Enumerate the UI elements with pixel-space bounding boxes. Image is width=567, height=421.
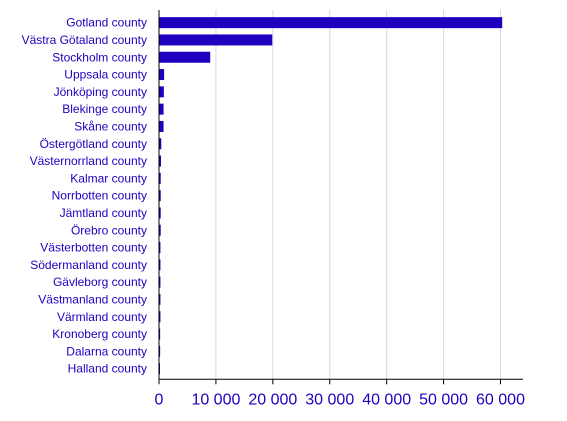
category-label-17: Värmland county — [57, 310, 147, 324]
category-label-8: Västernorrland county — [30, 154, 147, 168]
bars — [159, 17, 503, 375]
bar-12 — [159, 224, 161, 236]
bar-11 — [159, 207, 161, 219]
x-tick-label-1: 10 000 — [191, 391, 240, 408]
x-tick-label-3: 30 000 — [305, 391, 354, 408]
x-tick-labels: 0 10 000 20 000 30 000 40 000 50 000 60 000 — [155, 391, 526, 408]
category-label-10: Norrbotten county — [52, 189, 147, 203]
category-label-5: Blekinge county — [62, 102, 147, 116]
bar-8 — [159, 155, 161, 167]
bar-4 — [159, 86, 164, 98]
bar-3 — [159, 69, 165, 81]
bar-5 — [159, 103, 164, 115]
bar-18 — [159, 328, 161, 340]
category-label-9: Kalmar county — [70, 171, 147, 185]
grid-lines — [215, 10, 501, 380]
x-tick-label-6: 60 000 — [476, 391, 525, 408]
category-label-11: Jämtland county — [60, 206, 147, 220]
bar-0 — [159, 17, 503, 29]
category-label-2: Stockholm county — [52, 50, 147, 64]
category-label-1: Västra Götaland county — [22, 33, 147, 47]
category-label-12: Örebro county — [71, 223, 147, 237]
bar-14 — [159, 259, 161, 271]
category-label-20: Halland county — [68, 362, 147, 376]
category-label-13: Västerbotten county — [40, 241, 147, 255]
bar-17 — [159, 311, 161, 323]
bar-13 — [159, 242, 161, 254]
category-label-7: Östergötland county — [40, 137, 147, 151]
x-tick-label-0: 0 — [155, 391, 164, 408]
category-label-0: Gotland county — [66, 16, 147, 30]
bar-6 — [159, 120, 164, 132]
bar-9 — [159, 172, 161, 184]
category-labels: Gotland county Västra Götaland county Stoc… — [22, 16, 147, 376]
category-label-16: Västmanland county — [38, 292, 147, 306]
x-tick-label-2: 20 000 — [248, 391, 297, 408]
axes — [158, 10, 523, 385]
category-label-6: Skåne county — [74, 119, 147, 133]
bar-1 — [159, 34, 273, 46]
category-label-19: Dalarna county — [66, 344, 147, 358]
bar-19 — [159, 345, 161, 357]
x-tick-label-4: 40 000 — [362, 391, 411, 408]
bar-10 — [159, 190, 161, 202]
x-tick-label-5: 50 000 — [419, 391, 468, 408]
bar-2 — [159, 51, 211, 63]
bar-16 — [159, 293, 161, 305]
category-label-3: Uppsala county — [64, 68, 147, 82]
category-label-14: Södermanland county — [30, 258, 147, 272]
category-label-15: Gävleborg county — [53, 275, 147, 289]
category-label-18: Kronoberg county — [52, 327, 147, 341]
category-label-4: Jönköping county — [54, 85, 147, 99]
bar-15 — [159, 276, 161, 288]
bar-7 — [159, 138, 162, 150]
